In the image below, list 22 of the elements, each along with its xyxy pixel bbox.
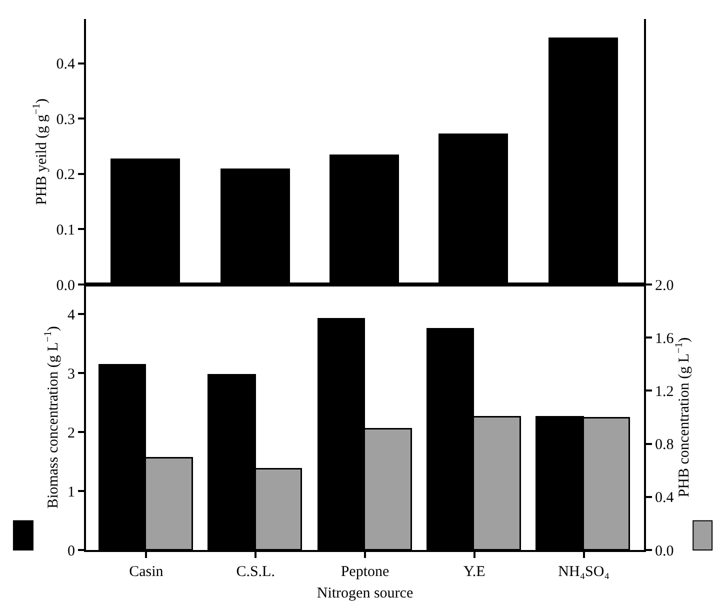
y2-tick-label: 0.4	[655, 490, 674, 506]
y-tick-label: 2	[68, 425, 75, 442]
x-tick-label: NH₄SO₄	[558, 564, 610, 580]
x-tick-label: C.S.L.	[236, 564, 275, 580]
x-tick-label: Y.E	[464, 564, 486, 580]
y-tick-label: 1	[68, 484, 75, 500]
x-tick-label: Casin	[129, 564, 164, 580]
y2-tick-label: 2.0	[655, 278, 674, 294]
y-tick-label: 4	[68, 307, 76, 324]
x-axis-title: Nitrogen source	[316, 586, 414, 602]
y-tick-label: 0.0	[56, 278, 75, 294]
y2-tick-label: 1.6	[655, 330, 674, 347]
y-tick-label: 0.1	[56, 222, 75, 238]
y2-tick-label: 0.8	[655, 437, 674, 454]
y-tick-label: 0.3	[56, 112, 75, 128]
y2-tick-label: 0.0	[655, 543, 674, 560]
y-tick-label: 0.4	[56, 56, 76, 72]
y-tick-label: 3	[68, 366, 75, 382]
y-tick-label: 0.2	[56, 167, 75, 184]
x-tick-label: Peptone	[340, 564, 390, 580]
y-tick-label: 0	[68, 543, 75, 560]
y2-tick-label: 1.2	[655, 384, 674, 400]
